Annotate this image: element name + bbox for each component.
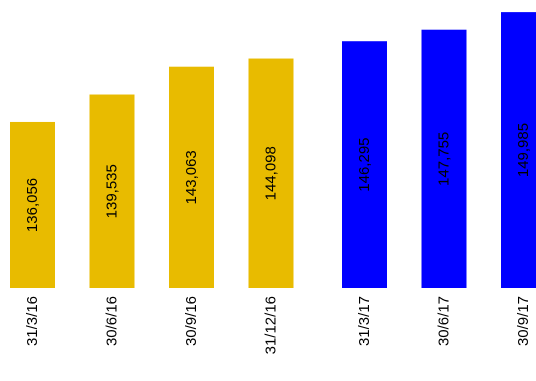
value-label-4: 144,098 <box>263 146 280 200</box>
value-label-5: 146,295 <box>356 137 373 191</box>
value-label-7: 149,985 <box>515 123 532 177</box>
value-label-3: 143,063 <box>183 150 200 204</box>
tick-label-6: 30/6/17 <box>436 296 453 346</box>
tick-label-3: 30/9/16 <box>183 296 200 346</box>
tick-label-4: 31/12/16 <box>263 296 280 354</box>
bar-7 <box>501 12 536 288</box>
value-label-2: 139,535 <box>104 164 121 218</box>
tick-label-2: 30/6/16 <box>104 296 121 346</box>
category-tick-labels-group: 31/3/16 30/6/16 30/9/16 31/12/16 31/3/17 30/6… <box>24 296 532 354</box>
tick-label-1: 31/3/16 <box>24 296 41 346</box>
tick-label-7: 30/9/17 <box>515 296 532 346</box>
tick-label-5: 31/3/17 <box>356 296 373 346</box>
bar-1 <box>10 121 55 288</box>
value-labels-group: 136,056 139,535 143,063 144,098 146,295 147,7… <box>24 123 532 232</box>
bars-group <box>10 12 536 289</box>
bar-3 <box>169 66 214 288</box>
value-label-1: 136,056 <box>24 178 41 232</box>
bar-4 <box>248 58 294 288</box>
bar-5 <box>342 41 387 289</box>
bar-2 <box>89 94 135 288</box>
bar-6 <box>421 29 467 288</box>
value-label-6: 147,755 <box>436 132 453 186</box>
